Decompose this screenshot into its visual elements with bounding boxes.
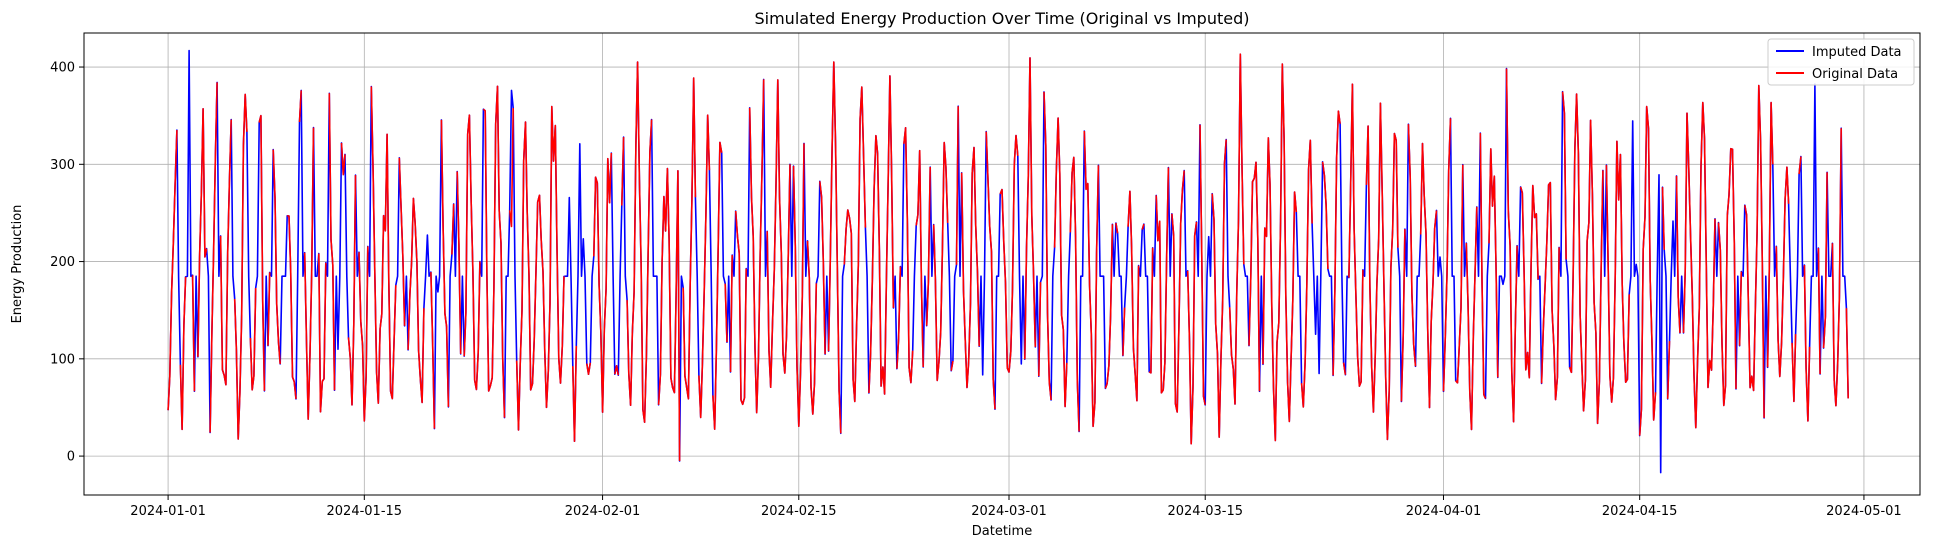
x-tick-label: 2024-01-01 <box>130 504 206 519</box>
legend-label-original: Original Data <box>1812 67 1898 82</box>
x-tick-label: 2024-03-01 <box>971 504 1047 519</box>
legend-box <box>1767 38 1915 86</box>
plot-frame <box>83 32 1921 496</box>
legend: Imputed Data Original Data <box>1767 38 1915 86</box>
y-axis: 0 100 200 300 400 <box>50 61 84 465</box>
x-tick-label: 2024-02-01 <box>565 504 641 519</box>
series-line-original <box>167 53 1849 462</box>
x-axis: 2024-01-01 2024-01-15 2024-02-01 2024-02-15… <box>130 495 1902 519</box>
x-tick-label: 2024-04-01 <box>1406 504 1482 519</box>
legend-label-imputed: Imputed Data <box>1812 45 1902 60</box>
y-tick-label: 400 <box>50 61 75 76</box>
x-tick-label: 2024-01-15 <box>327 504 403 519</box>
y-tick-label: 300 <box>50 158 75 173</box>
x-tick-label: 2024-05-01 <box>1826 504 1902 519</box>
x-tick-label: 2024-04-15 <box>1602 504 1678 519</box>
x-tick-label: 2024-03-15 <box>1167 504 1243 519</box>
y-tick-label: 100 <box>50 352 75 367</box>
x-tick-label: 2024-02-15 <box>761 504 837 519</box>
y-axis-label: Energy Production <box>10 205 25 324</box>
y-tick-label: 200 <box>50 255 75 270</box>
y-tick-label: 0 <box>67 450 75 465</box>
chart-title: Simulated Energy Production Over Time (O… <box>754 9 1249 28</box>
series-layer <box>167 49 1849 474</box>
x-axis-label: Datetime <box>972 524 1032 539</box>
